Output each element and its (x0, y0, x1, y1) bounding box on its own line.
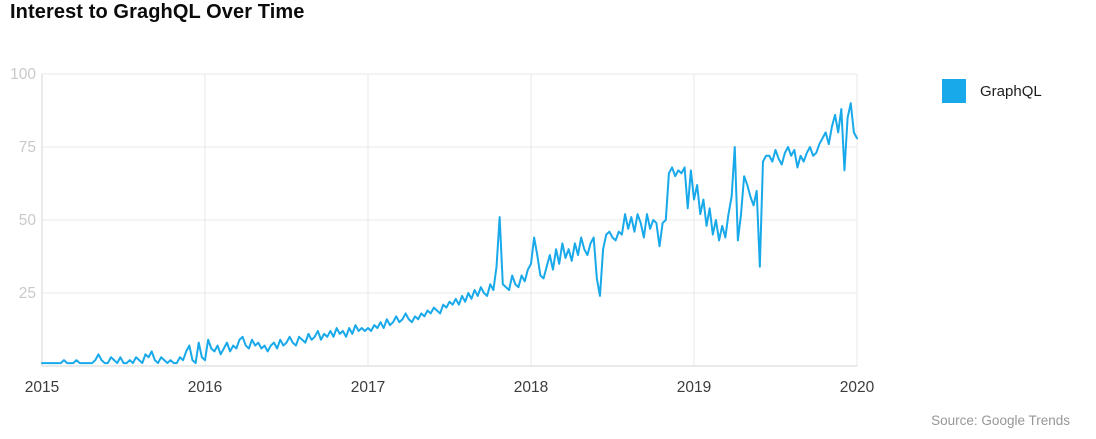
trend-line (41, 102, 858, 365)
source-note: Source: Google Trends (931, 413, 1070, 428)
legend: GraphQL (942, 79, 1042, 103)
y-tick-label: 100 (10, 66, 36, 83)
y-tick-label: 75 (19, 139, 36, 156)
page-title: Interest to GraghQL Over Time (10, 1, 305, 23)
y-tick-label: 25 (19, 285, 36, 302)
x-tick-label: 2016 (188, 379, 222, 396)
legend-label: GraphQL (980, 82, 1042, 100)
x-tick-label: 2015 (25, 379, 59, 396)
x-tick-label: 2018 (514, 379, 548, 396)
x-tick-label: 2017 (351, 379, 385, 396)
y-tick-label: 50 (19, 212, 37, 229)
x-tick-label: 2020 (840, 379, 875, 396)
x-tick-label: 2019 (677, 379, 711, 396)
legend-swatch-graphql (942, 79, 966, 103)
